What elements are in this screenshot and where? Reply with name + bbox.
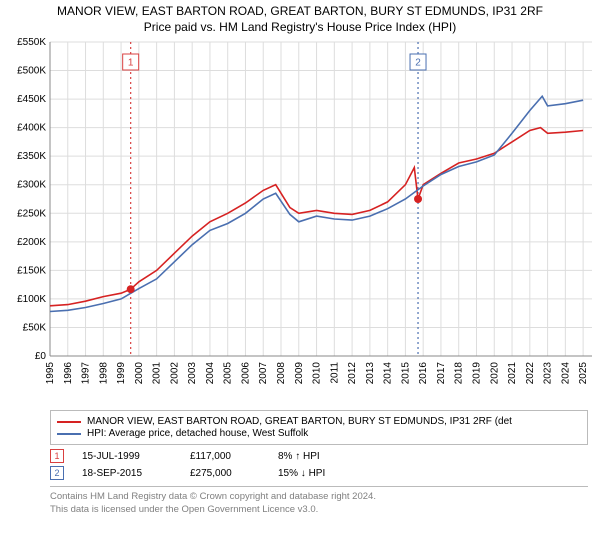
legend-label: MANOR VIEW, EAST BARTON ROAD, GREAT BART… [87, 416, 512, 427]
xtick-label: 2015 [400, 362, 411, 385]
xtick-label: 2025 [578, 362, 589, 385]
event-delta: 15% ↓ HPI [278, 468, 368, 479]
legend: MANOR VIEW, EAST BARTON ROAD, GREAT BART… [50, 410, 588, 445]
xtick-label: 2022 [525, 362, 536, 385]
footer-line2: This data is licensed under the Open Gov… [50, 504, 588, 517]
ytick-label: £50K [23, 322, 47, 333]
event-price: £117,000 [190, 451, 260, 462]
xtick-label: 2017 [436, 362, 447, 385]
xtick-label: 2006 [240, 362, 251, 385]
chart-area: £0 £50K £100K £150K £200K £250K £300K £350K £400… [0, 36, 600, 406]
xtick-label: 1996 [63, 362, 74, 385]
ytick-label: £400K [17, 123, 46, 134]
xtick-label: 2018 [454, 362, 465, 385]
ytick-label: £150K [17, 265, 46, 276]
sale-events-table: 1 15-JUL-1999 £117,000 8% ↑ HPI 2 18-SEP-2015… [50, 449, 588, 480]
ytick-label: £500K [17, 66, 46, 77]
event-price: £275,000 [190, 468, 260, 479]
legend-label: HPI: Average price, detached house, West… [87, 428, 308, 439]
xtick-label: 2009 [294, 362, 305, 385]
event-marker: 1 [50, 449, 64, 463]
ytick-label: £450K [17, 94, 46, 105]
event-marker: 2 [50, 466, 64, 480]
ytick-label: £350K [17, 151, 46, 162]
ytick-label: £300K [17, 180, 46, 191]
xtick-label: 2019 [471, 362, 482, 385]
xtick-label: 2010 [312, 362, 323, 385]
sale-dot [414, 195, 422, 203]
xtick-label: 2001 [152, 362, 163, 385]
ytick-label: £250K [17, 208, 46, 219]
xtick-label: 2007 [258, 362, 269, 385]
xtick-label: 2008 [276, 362, 287, 385]
xtick-label: 2011 [329, 362, 340, 384]
legend-swatch [57, 433, 81, 435]
footer-line1: Contains HM Land Registry data © Crown c… [50, 491, 588, 504]
chart-title-address: MANOR VIEW, EAST BARTON ROAD, GREAT BART… [8, 4, 592, 18]
event-row: 2 18-SEP-2015 £275,000 15% ↓ HPI [50, 466, 588, 480]
xtick-label: 2004 [205, 362, 216, 385]
xtick-label: 1998 [98, 362, 109, 385]
event-marker-label: 2 [415, 58, 421, 69]
xtick-label: 2024 [560, 362, 571, 385]
attribution-footer: Contains HM Land Registry data © Crown c… [50, 486, 588, 517]
event-marker-label: 1 [128, 58, 134, 69]
price-line-chart: £0 £50K £100K £150K £200K £250K £300K £350K £400… [0, 36, 600, 406]
ytick-label: £550K [17, 37, 46, 48]
xtick-label: 1995 [45, 362, 56, 385]
xtick-label: 2021 [507, 362, 518, 385]
sale-dot [127, 285, 135, 293]
ytick-label: £200K [17, 237, 46, 248]
xtick-label: 2020 [489, 362, 500, 385]
legend-item: MANOR VIEW, EAST BARTON ROAD, GREAT BART… [57, 416, 581, 427]
xtick-label: 2014 [383, 362, 394, 385]
legend-item: HPI: Average price, detached house, West… [57, 428, 581, 439]
event-row: 1 15-JUL-1999 £117,000 8% ↑ HPI [50, 449, 588, 463]
xtick-label: 2000 [134, 362, 145, 385]
xtick-label: 1999 [116, 362, 127, 385]
xtick-label: 2023 [543, 362, 554, 385]
ytick-label: £0 [35, 351, 47, 362]
xtick-label: 2003 [187, 362, 198, 385]
xtick-label: 2012 [347, 362, 358, 385]
xtick-label: 2002 [169, 362, 180, 385]
event-date: 18-SEP-2015 [82, 468, 172, 479]
xtick-label: 1997 [81, 362, 92, 385]
xtick-label: 2013 [365, 362, 376, 385]
event-delta: 8% ↑ HPI [278, 451, 368, 462]
xtick-label: 2016 [418, 362, 429, 385]
xtick-label: 2005 [223, 362, 234, 385]
chart-title-sub: Price paid vs. HM Land Registry's House … [8, 20, 592, 34]
ytick-label: £100K [17, 294, 46, 305]
legend-swatch [57, 421, 81, 423]
event-date: 15-JUL-1999 [82, 451, 172, 462]
